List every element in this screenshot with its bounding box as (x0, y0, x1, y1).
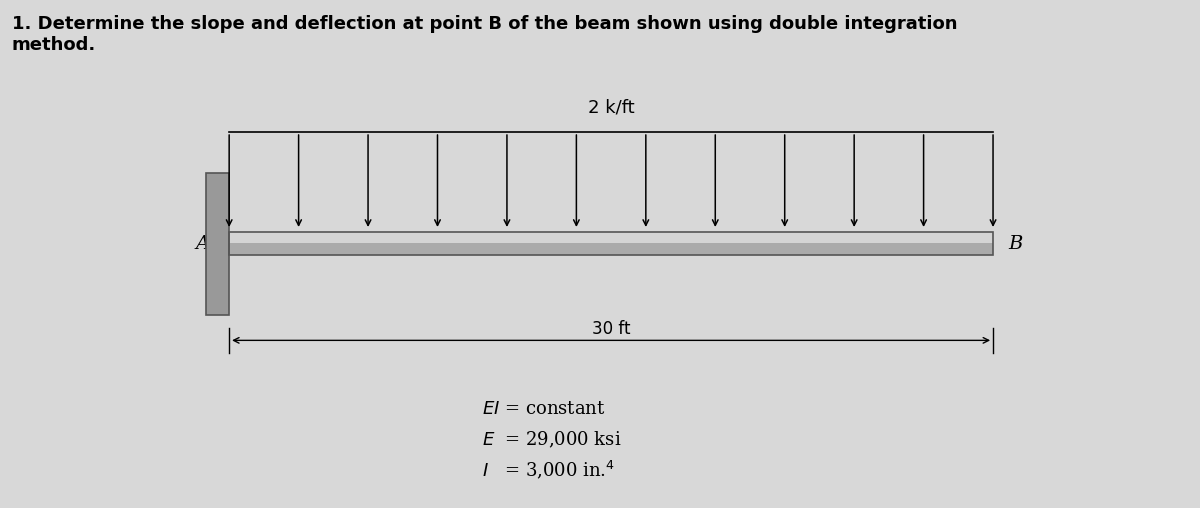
Bar (229, 233, 994, 243)
Text: $E$  = 29,000 ksi: $E$ = 29,000 ksi (482, 429, 622, 450)
Text: A: A (196, 235, 209, 253)
Text: 2 k/ft: 2 k/ft (588, 99, 635, 117)
Bar (205, 173, 229, 315)
Bar (229, 243, 994, 255)
Bar (229, 233, 994, 255)
Text: 1. Determine the slope and deflection at point B of the beam shown using double : 1. Determine the slope and deflection at… (12, 15, 958, 54)
Text: 30 ft: 30 ft (592, 320, 630, 338)
Text: B: B (1008, 235, 1022, 253)
Text: $I$   = 3,000 in.$^{4}$: $I$ = 3,000 in.$^{4}$ (482, 459, 614, 481)
Text: $EI$ = constant: $EI$ = constant (482, 400, 606, 418)
